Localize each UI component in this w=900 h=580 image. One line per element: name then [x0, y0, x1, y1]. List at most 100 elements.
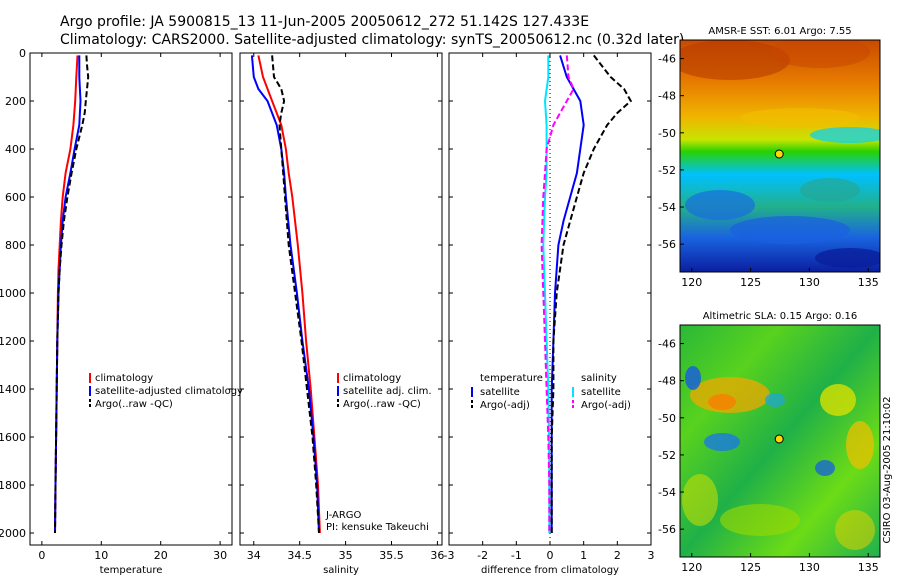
y-tick-label: 600	[5, 191, 26, 204]
map-y-tick-label: -56	[658, 523, 676, 536]
sla-map-title: Altimetric SLA: 0.15 Argo: 0.16	[703, 311, 858, 322]
map-y-tick-label: -56	[658, 238, 676, 251]
series-line-temperature-argo-adj-	[550, 54, 633, 533]
y-tick-label: 1600	[0, 431, 26, 444]
x-tick-label: 0	[38, 549, 45, 562]
credit-text: CSIRO 03-Aug-2005 21:10:02	[882, 396, 893, 543]
x-tick-label: 34.5	[287, 549, 312, 562]
y-tick-label: 0	[19, 47, 26, 60]
panel-difference: -3 -2 -1 0 1 2 3 difference from climatology	[444, 52, 655, 576]
sla-high-patch	[820, 384, 856, 416]
series-line-climatology	[257, 55, 321, 534]
y-tick-label: 1000	[0, 287, 26, 300]
x-axis-label: temperature	[100, 565, 163, 576]
title-line-2: Climatology: CARS2000. Satellite-adjuste…	[60, 32, 684, 48]
sla-mid-patch	[682, 474, 718, 526]
map-y-tick-label: -54	[658, 201, 676, 214]
panel-frame	[239, 52, 443, 546]
sla-high-patch	[846, 421, 874, 469]
map-x-tick-label: 130	[799, 561, 820, 574]
series-line-salinity-argo-adj-	[540, 55, 575, 533]
map-y-tick-label: -50	[658, 127, 676, 140]
x-tick-label: 35.5	[379, 549, 404, 562]
sst-map-frame	[679, 39, 881, 273]
x-tick-label: 20	[154, 549, 168, 562]
x-tick-label: 34	[247, 549, 261, 562]
sla-mid-patch	[720, 504, 800, 536]
legend-label: Argo(..raw -QC)	[95, 399, 173, 410]
map-x-tick-label: 135	[858, 276, 879, 289]
sst-map-title: AMSR-E SST: 6.01 Argo: 7.55	[708, 26, 851, 37]
legend-group-title: salinity	[581, 373, 617, 384]
x-tick-label: -1	[511, 549, 522, 562]
series-line-satellite-adj-clim-	[250, 55, 320, 534]
map-y-tick-label: -46	[658, 53, 676, 66]
sst-warm-patch	[770, 40, 870, 68]
sst-blue-patch	[685, 190, 755, 220]
argo-location-marker	[774, 434, 784, 444]
map-y-tick-label: -54	[658, 486, 676, 499]
map-x-tick-label: 135	[858, 561, 879, 574]
sst-warm-patch	[680, 40, 790, 80]
x-tick-label: 2	[614, 549, 621, 562]
panel-salinity: 34 34.5 35 35.5 36 salinity	[239, 52, 444, 576]
sst-yellow-band	[740, 108, 860, 128]
map-y-tick-label: -48	[658, 90, 676, 103]
x-tick-label: 3	[648, 549, 655, 562]
map-x-tick-label: 120	[681, 561, 702, 574]
x-tick-label: -3	[444, 549, 455, 562]
y-tick-label: 1200	[0, 335, 26, 348]
sla-map: Altimetric SLA: 0.15 Argo: 0.16 120 125 13…	[658, 311, 881, 574]
title-line-1: Argo profile: JA 5900815_13 11-Jun-2005 …	[60, 14, 589, 30]
x-tick-label: 30	[213, 549, 227, 562]
legend-label: satellite	[480, 387, 520, 398]
map-y-tick-label: -52	[658, 164, 676, 177]
sla-low-patch	[765, 393, 785, 407]
x-tick-label: 36	[430, 549, 444, 562]
legend-group-title: temperature	[480, 373, 543, 384]
x-tick-label: 0	[547, 549, 554, 562]
annotation-line-1: J-ARGO	[325, 510, 362, 521]
sst-dark-patch	[815, 248, 880, 268]
y-tick-label: 1400	[0, 383, 26, 396]
x-tick-label: 10	[94, 549, 108, 562]
legend-label: satellite adj. clim.	[343, 386, 432, 397]
sla-low-patch	[685, 366, 701, 390]
map-y-tick-label: -46	[658, 338, 676, 351]
y-tick-label: 1800	[0, 479, 26, 492]
map-y-tick-label: -52	[658, 449, 676, 462]
x-axis-label: difference from climatology	[481, 565, 619, 576]
panel-temperature: 0 10 20 30 temperature 0 200 400 600 800 1000 1200 1…	[0, 47, 233, 576]
y-tick-label: 200	[5, 95, 26, 108]
legend-label: climatology	[95, 373, 153, 384]
sla-mid-patch	[835, 510, 875, 550]
x-tick-label: 1	[580, 549, 587, 562]
map-x-tick-label: 125	[740, 276, 761, 289]
map-y-tick-label: -48	[658, 375, 676, 388]
annotation-line-2: PI: kensuke Takeuchi	[326, 522, 429, 533]
sst-blue-patch	[730, 216, 850, 244]
x-tick-label: 35	[339, 549, 353, 562]
y-tick-label: 400	[5, 143, 26, 156]
legend-label: Argo(..raw -QC)	[343, 399, 421, 410]
legend-label: climatology	[343, 373, 401, 384]
series-line-satellite-adjusted-climatology	[54, 55, 82, 534]
argo-location-marker	[774, 149, 784, 159]
sst-cyan-patch	[810, 127, 880, 143]
map-x-tick-label: 125	[740, 561, 761, 574]
series-line-argo-raw-qc-	[54, 55, 90, 534]
map-x-tick-label: 120	[681, 276, 702, 289]
series-line-argo-raw-qc-	[271, 55, 320, 534]
sla-map-frame	[679, 324, 881, 558]
legend-label: Argo(-adj)	[480, 400, 530, 411]
sla-low-patch	[815, 460, 835, 476]
x-tick-label: -2	[477, 549, 488, 562]
y-tick-label: 800	[5, 239, 26, 252]
legend-label: satellite-adjusted climatology	[95, 386, 243, 397]
legend-label: Argo(-adj)	[581, 400, 631, 411]
sst-teal-patch	[800, 178, 860, 202]
sst-map: AMSR-E SST: 6.01 Argo: 7.55 120 125 130 135…	[658, 26, 881, 289]
y-tick-label: 2000	[0, 527, 26, 540]
sla-low-patch	[704, 433, 740, 451]
